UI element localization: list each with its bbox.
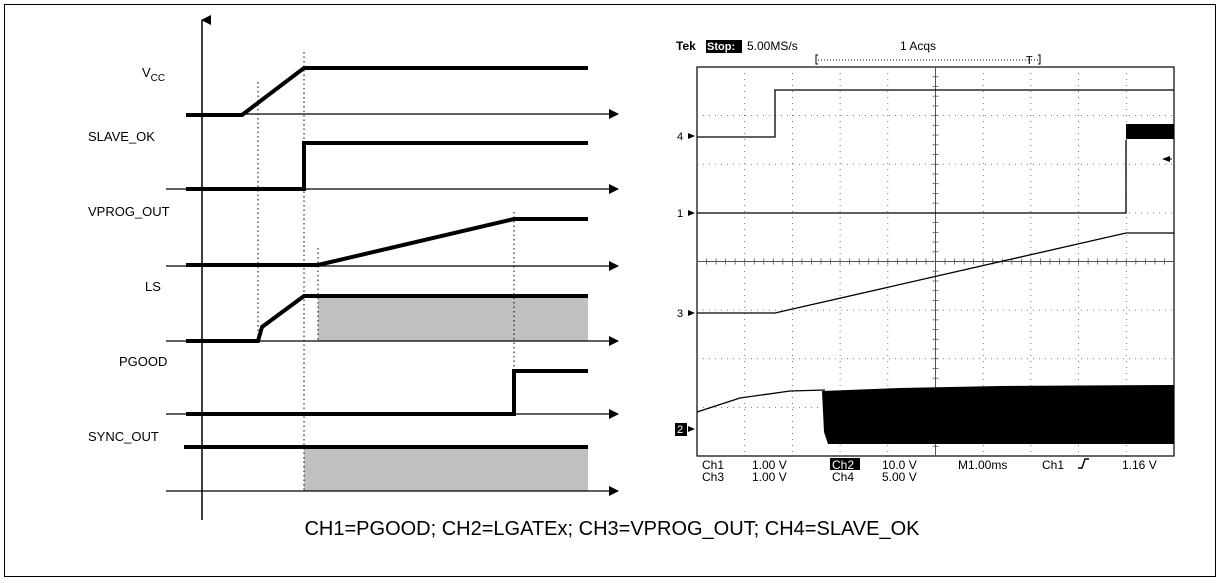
scope-trace-ch2-rise xyxy=(696,389,826,413)
scope-trace-ch1 xyxy=(697,140,1127,214)
readout-ch3-scale: 1.00 V xyxy=(752,470,787,484)
marker-arrow-3 xyxy=(688,310,695,316)
marker-arrow-2 xyxy=(688,426,695,432)
readout-ch2-badge xyxy=(830,458,860,470)
signal-label-pgood: PGOOD xyxy=(119,354,167,369)
pgood-waveform xyxy=(186,369,588,416)
scope-trace-ch1-noise-band xyxy=(1126,124,1174,139)
scope-trace-ch4 xyxy=(697,89,1174,138)
channel-caption: CH1=PGOOD; CH2=LGATEx; CH3=VPROG_OUT; CH… xyxy=(304,518,920,540)
channel-marker-4: 4 xyxy=(677,131,683,143)
channel-marker-2-badge xyxy=(675,423,687,436)
slave-ok-waveform xyxy=(186,141,588,191)
scope-brand: Tek xyxy=(676,39,696,53)
scope-state: Stop: xyxy=(707,41,735,53)
channel-marker-3: 3 xyxy=(677,308,683,320)
signal-label-sync-out: SYNC_OUT xyxy=(88,429,159,444)
vprog-out-waveform xyxy=(186,217,588,267)
ls-shade xyxy=(318,297,588,341)
readout-timebase: M1.00ms xyxy=(958,458,1007,472)
readout-trigger-source: Ch1 xyxy=(1042,458,1064,472)
figure-frame xyxy=(4,4,1216,577)
channel-marker-1: 1 xyxy=(677,208,683,220)
trigger-slope-icon xyxy=(1078,458,1089,469)
signal-label-slave-ok: SLAVE_OK xyxy=(88,129,155,144)
readout-ch1-label: Ch1 xyxy=(702,458,724,472)
ls-waveform xyxy=(186,294,588,343)
readout-ch2-scale: 10.0 V xyxy=(882,458,917,472)
readout-ch3-label: Ch3 xyxy=(702,470,724,484)
readout-trigger-level: 1.16 V xyxy=(1122,458,1157,472)
scope-trace-ch2-switching xyxy=(822,385,1174,444)
signal-label-ls: LS xyxy=(145,279,161,294)
readout-ch4-scale: 5.00 V xyxy=(882,470,917,484)
marker-arrow-1 xyxy=(688,210,695,216)
scope-sample-rate: 5.00MS/s xyxy=(747,39,798,53)
signal-label-vcc: VCC xyxy=(142,65,165,84)
scope-state-badge xyxy=(706,40,742,53)
sync-shade xyxy=(304,447,588,491)
channel-marker-2: 2 xyxy=(677,424,683,436)
signal-label-vprog-out: VPROG_OUT xyxy=(88,204,170,219)
readout-ch2-label: Ch2 xyxy=(832,458,854,472)
readout-ch1-scale: 1.00 V xyxy=(752,458,787,472)
vcc-waveform xyxy=(186,66,588,117)
marker-arrow-4 xyxy=(688,133,695,139)
record-window-indicator xyxy=(815,54,1041,65)
scope-acquisitions: 1 Acqs xyxy=(900,39,936,53)
trigger-position-mark: T xyxy=(1026,54,1033,67)
readout-ch4-label: Ch4 xyxy=(832,470,854,484)
scope-trace-ch3 xyxy=(697,232,1174,314)
